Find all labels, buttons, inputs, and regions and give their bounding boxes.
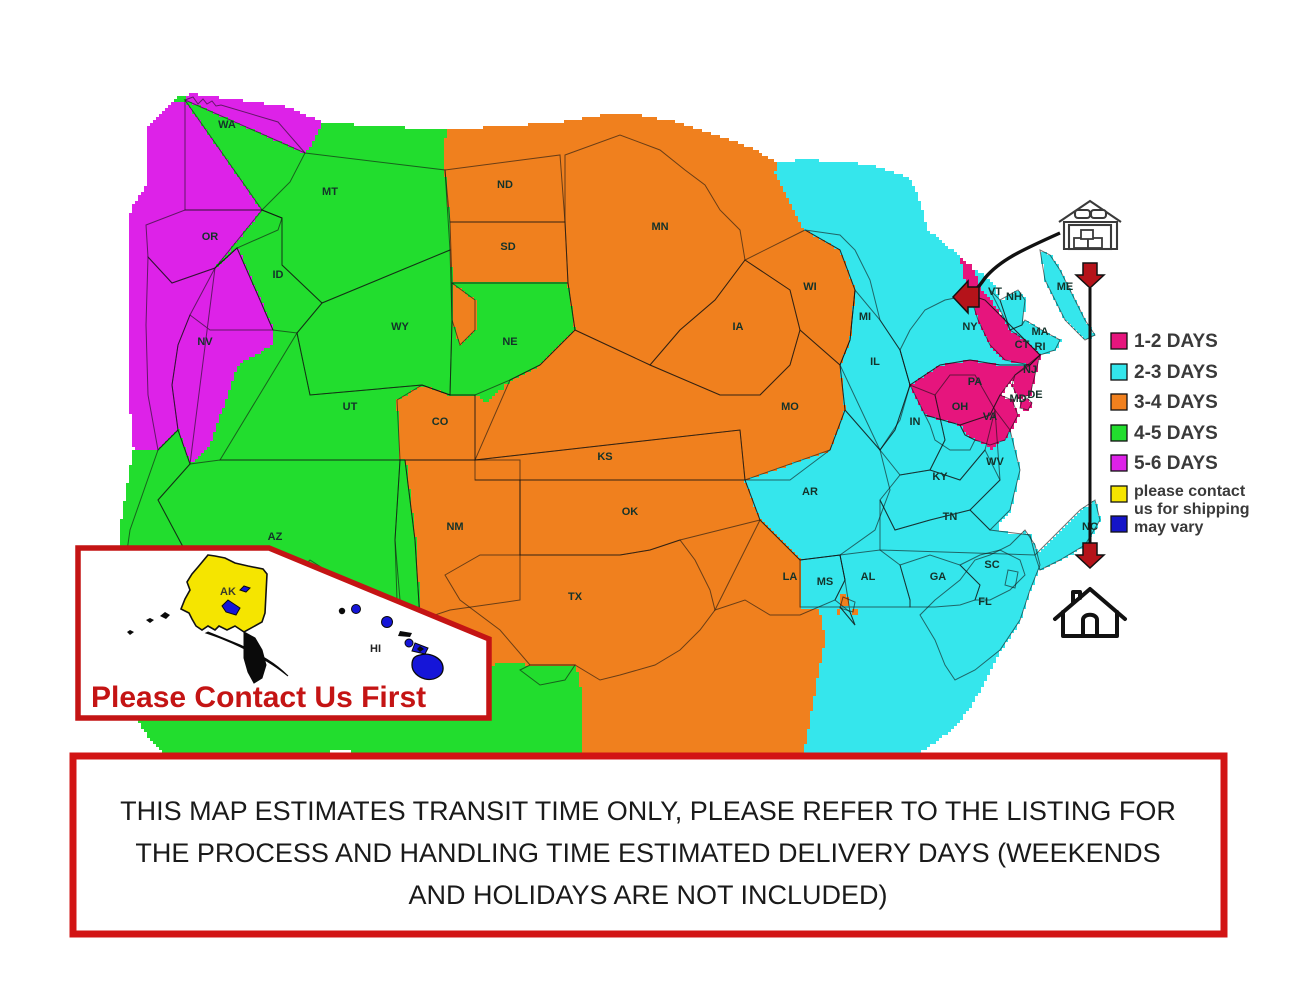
svg-text:KS: KS	[597, 451, 612, 463]
svg-text:AND HOLIDAYS ARE NOT INCLUDED): AND HOLIDAYS ARE NOT INCLUDED)	[408, 880, 887, 910]
svg-text:MT: MT	[322, 186, 338, 198]
svg-text:ND: ND	[497, 179, 513, 191]
svg-text:OK: OK	[622, 506, 639, 518]
svg-text:AK: AK	[220, 586, 236, 598]
svg-text:KY: KY	[932, 471, 948, 483]
svg-text:ME: ME	[1057, 281, 1074, 293]
svg-text:WV: WV	[986, 456, 1004, 468]
svg-text:4-5 DAYS: 4-5 DAYS	[1134, 423, 1218, 444]
svg-text:UT: UT	[343, 401, 358, 413]
svg-text:NY: NY	[962, 321, 978, 333]
svg-text:WI: WI	[803, 281, 816, 293]
svg-text:WA: WA	[218, 119, 236, 131]
svg-text:IL: IL	[870, 356, 880, 368]
svg-text:VT: VT	[988, 286, 1002, 298]
svg-text:DE: DE	[1027, 389, 1042, 401]
svg-text:NV: NV	[197, 336, 213, 348]
svg-text:5-6 DAYS: 5-6 DAYS	[1134, 453, 1218, 474]
svg-text:LA: LA	[783, 571, 798, 583]
svg-text:TX: TX	[568, 591, 583, 603]
svg-text:may vary: may vary	[1134, 519, 1203, 536]
svg-text:ID: ID	[273, 269, 284, 281]
svg-text:2-3 DAYS: 2-3 DAYS	[1134, 362, 1218, 383]
svg-text:NE: NE	[502, 336, 517, 348]
svg-text:3-4 DAYS: 3-4 DAYS	[1134, 392, 1218, 413]
svg-text:1-2 DAYS: 1-2 DAYS	[1134, 331, 1218, 352]
svg-text:please contact: please contact	[1134, 483, 1246, 500]
svg-text:MD: MD	[1009, 393, 1026, 405]
svg-text:OR: OR	[202, 231, 219, 243]
svg-text:NH: NH	[1006, 291, 1022, 303]
svg-text:SD: SD	[500, 241, 515, 253]
svg-text:IA: IA	[733, 321, 744, 333]
svg-text:THIS MAP ESTIMATES TRANSIT TIM: THIS MAP ESTIMATES TRANSIT TIME ONLY, PL…	[120, 796, 1176, 826]
svg-text:VA: VA	[983, 411, 998, 423]
svg-text:IN: IN	[910, 416, 921, 428]
svg-text:MI: MI	[859, 311, 871, 323]
svg-text:WY: WY	[391, 321, 409, 333]
svg-text:CO: CO	[432, 416, 449, 428]
svg-text:HI: HI	[370, 643, 381, 655]
svg-text:MA: MA	[1031, 326, 1048, 338]
svg-text:MN: MN	[651, 221, 668, 233]
svg-text:AL: AL	[861, 571, 876, 583]
svg-text:CT: CT	[1015, 339, 1030, 351]
svg-text:MS: MS	[817, 576, 834, 588]
svg-text:NM: NM	[446, 521, 463, 533]
svg-text:RI: RI	[1035, 341, 1046, 353]
svg-text:THE PROCESS AND HANDLING TIME: THE PROCESS AND HANDLING TIME ESTIMATED …	[135, 838, 1160, 868]
svg-text:GA: GA	[930, 571, 947, 583]
svg-text:AZ: AZ	[268, 531, 283, 543]
svg-text:TN: TN	[943, 511, 958, 523]
svg-text:us for shipping: us for shipping	[1134, 501, 1250, 518]
svg-text:FL: FL	[978, 596, 992, 608]
svg-text:NJ: NJ	[1023, 364, 1037, 376]
svg-text:MO: MO	[781, 401, 799, 413]
svg-text:SC: SC	[984, 559, 999, 571]
svg-text:AR: AR	[802, 486, 818, 498]
svg-text:PA: PA	[968, 376, 983, 388]
svg-text:Please Contact Us First: Please Contact Us First	[91, 681, 426, 714]
svg-text:OH: OH	[952, 401, 969, 413]
